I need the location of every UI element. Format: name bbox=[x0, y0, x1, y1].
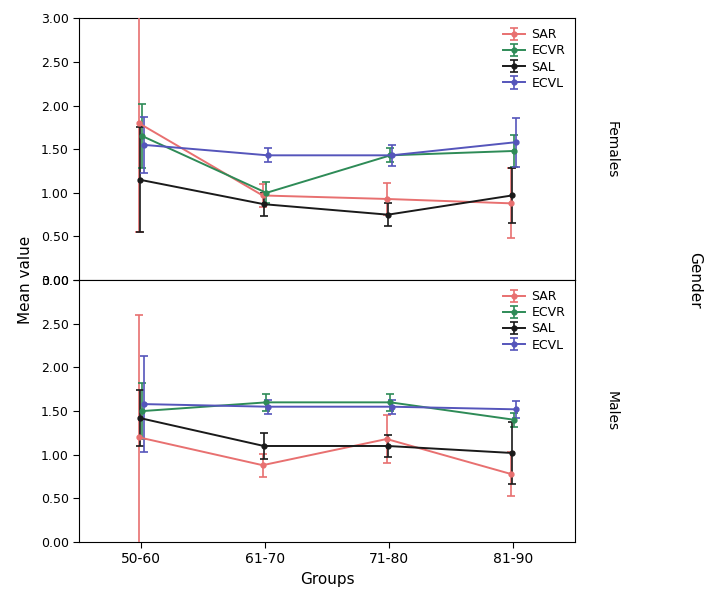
Text: Males: Males bbox=[605, 391, 619, 431]
Legend: SAR, ECVR, SAL, ECVL: SAR, ECVR, SAL, ECVL bbox=[499, 24, 569, 93]
Text: Mean value: Mean value bbox=[18, 236, 33, 324]
Text: Gender: Gender bbox=[687, 252, 702, 308]
Text: Females: Females bbox=[605, 121, 619, 178]
Legend: SAR, ECVR, SAL, ECVL: SAR, ECVR, SAL, ECVL bbox=[499, 286, 569, 355]
X-axis label: Groups: Groups bbox=[300, 572, 354, 587]
